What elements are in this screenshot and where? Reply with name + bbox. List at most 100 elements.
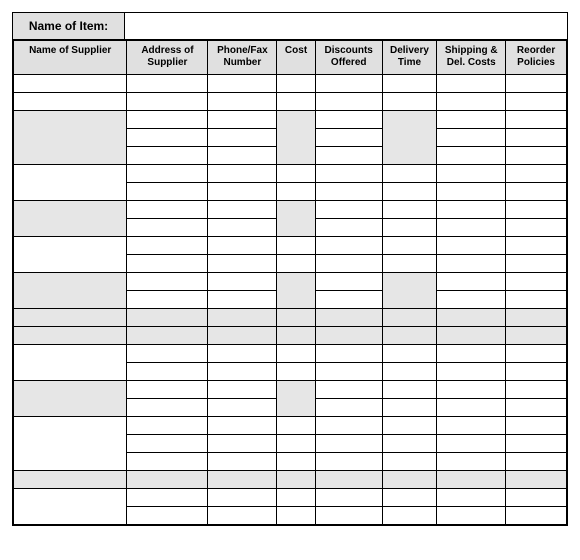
table-cell[interactable] [506, 165, 567, 183]
table-cell[interactable] [437, 273, 506, 291]
table-cell[interactable] [382, 165, 437, 183]
table-cell[interactable] [127, 219, 208, 237]
table-cell[interactable] [127, 417, 208, 435]
table-cell[interactable] [382, 327, 437, 345]
table-cell[interactable] [437, 129, 506, 147]
table-cell[interactable] [14, 309, 127, 327]
table-cell[interactable] [506, 327, 567, 345]
table-cell[interactable] [506, 507, 567, 525]
table-cell[interactable] [127, 75, 208, 93]
table-cell[interactable] [437, 507, 506, 525]
table-cell[interactable] [127, 291, 208, 309]
table-cell[interactable] [14, 165, 127, 201]
table-cell[interactable] [208, 273, 277, 291]
table-cell[interactable] [382, 435, 437, 453]
table-cell[interactable] [277, 435, 315, 453]
table-cell[interactable] [315, 75, 382, 93]
table-cell[interactable] [208, 417, 277, 435]
table-cell[interactable] [315, 93, 382, 111]
table-cell[interactable] [14, 381, 127, 417]
table-cell[interactable] [315, 147, 382, 165]
table-cell[interactable] [208, 399, 277, 417]
table-cell[interactable] [382, 507, 437, 525]
table-cell[interactable] [208, 507, 277, 525]
table-cell[interactable] [14, 75, 127, 93]
table-cell[interactable] [506, 147, 567, 165]
table-cell[interactable] [437, 75, 506, 93]
table-cell[interactable] [382, 255, 437, 273]
table-cell[interactable] [315, 165, 382, 183]
table-cell[interactable] [437, 201, 506, 219]
table-cell[interactable] [315, 327, 382, 345]
table-cell[interactable] [315, 363, 382, 381]
table-cell[interactable] [127, 435, 208, 453]
table-cell[interactable] [277, 345, 315, 363]
table-cell[interactable] [277, 327, 315, 345]
table-cell[interactable] [315, 309, 382, 327]
table-cell[interactable] [382, 417, 437, 435]
table-cell[interactable] [437, 453, 506, 471]
table-cell[interactable] [315, 111, 382, 129]
table-cell[interactable] [315, 183, 382, 201]
table-cell[interactable] [208, 471, 277, 489]
table-cell[interactable] [382, 201, 437, 219]
table-cell[interactable] [437, 327, 506, 345]
table-cell[interactable] [506, 489, 567, 507]
table-cell[interactable] [382, 93, 437, 111]
table-cell[interactable] [127, 309, 208, 327]
table-cell[interactable] [315, 129, 382, 147]
table-cell[interactable] [315, 489, 382, 507]
table-cell[interactable] [382, 237, 437, 255]
table-cell[interactable] [277, 381, 315, 417]
table-cell[interactable] [14, 327, 127, 345]
table-cell[interactable] [506, 381, 567, 399]
table-cell[interactable] [437, 219, 506, 237]
table-cell[interactable] [506, 309, 567, 327]
table-cell[interactable] [437, 309, 506, 327]
table-cell[interactable] [14, 201, 127, 237]
table-cell[interactable] [437, 237, 506, 255]
table-cell[interactable] [437, 417, 506, 435]
table-cell[interactable] [14, 93, 127, 111]
table-cell[interactable] [127, 453, 208, 471]
table-cell[interactable] [506, 75, 567, 93]
table-cell[interactable] [127, 255, 208, 273]
table-cell[interactable] [315, 291, 382, 309]
table-cell[interactable] [127, 507, 208, 525]
table-cell[interactable] [315, 507, 382, 525]
table-cell[interactable] [127, 111, 208, 129]
table-cell[interactable] [506, 183, 567, 201]
table-cell[interactable] [127, 363, 208, 381]
table-cell[interactable] [127, 93, 208, 111]
table-cell[interactable] [506, 93, 567, 111]
table-cell[interactable] [437, 255, 506, 273]
table-cell[interactable] [127, 471, 208, 489]
table-cell[interactable] [382, 219, 437, 237]
table-cell[interactable] [277, 111, 315, 165]
table-cell[interactable] [506, 345, 567, 363]
table-cell[interactable] [277, 75, 315, 93]
table-cell[interactable] [437, 363, 506, 381]
table-cell[interactable] [208, 129, 277, 147]
table-cell[interactable] [506, 417, 567, 435]
table-cell[interactable] [437, 147, 506, 165]
table-cell[interactable] [315, 201, 382, 219]
table-cell[interactable] [277, 507, 315, 525]
table-cell[interactable] [506, 201, 567, 219]
table-cell[interactable] [437, 345, 506, 363]
table-cell[interactable] [315, 399, 382, 417]
table-cell[interactable] [127, 399, 208, 417]
table-cell[interactable] [382, 471, 437, 489]
table-cell[interactable] [208, 183, 277, 201]
table-cell[interactable] [437, 435, 506, 453]
table-cell[interactable] [315, 435, 382, 453]
table-cell[interactable] [506, 219, 567, 237]
table-cell[interactable] [315, 255, 382, 273]
table-cell[interactable] [506, 237, 567, 255]
table-cell[interactable] [437, 111, 506, 129]
table-cell[interactable] [14, 273, 127, 309]
table-cell[interactable] [127, 201, 208, 219]
table-cell[interactable] [208, 75, 277, 93]
table-cell[interactable] [382, 183, 437, 201]
table-cell[interactable] [127, 129, 208, 147]
